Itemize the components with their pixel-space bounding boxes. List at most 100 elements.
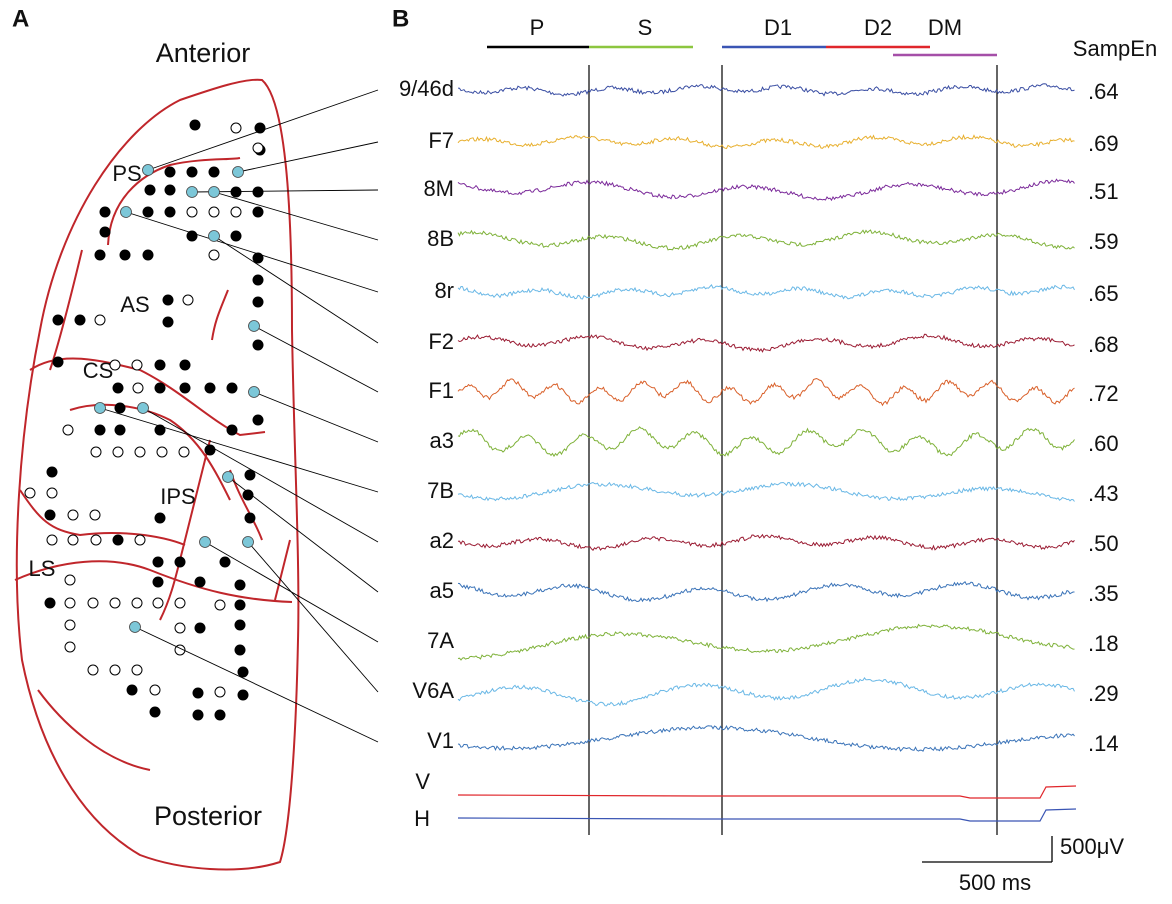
electrode-dot: [112, 534, 124, 546]
electrode-dot: [237, 666, 249, 678]
electrode-dot: [234, 619, 246, 631]
sampen-value: .60: [1088, 431, 1119, 456]
electrode-dot: [109, 597, 121, 609]
connector-line: [125, 211, 379, 293]
channel-label: a5: [430, 578, 454, 603]
electrode-dot: [94, 249, 106, 261]
electrode-dot: [179, 359, 191, 371]
electrode-dot: [208, 166, 220, 178]
electrode-dot: [144, 184, 156, 196]
sampen-value: .29: [1088, 681, 1119, 706]
connector-line: [142, 407, 379, 543]
lfp-trace: [457, 134, 1075, 150]
lfp-trace: [457, 677, 1075, 707]
electrode-dot: [152, 576, 164, 588]
sulci-lines: [14, 157, 293, 771]
electrode-dot: [192, 687, 204, 699]
connector-line: [213, 191, 379, 241]
electrode-dot: [230, 230, 242, 242]
lfp-trace: [457, 83, 1075, 97]
electrode-dot: [174, 597, 186, 609]
channel-label: 8M: [423, 176, 454, 201]
electrode-dot: [52, 314, 64, 326]
sampen-value: .50: [1088, 531, 1119, 556]
electrode-dot: [62, 424, 74, 436]
recording-site: [137, 402, 149, 414]
electrode-dot: [164, 206, 176, 218]
channel-label: a3: [430, 428, 454, 453]
sulcus-label: PS: [112, 161, 141, 186]
sulcus: [107, 157, 241, 246]
lfp-trace: [457, 284, 1075, 300]
sampen-value: .59: [1088, 229, 1119, 254]
electrode-dot: [252, 414, 264, 426]
electrode-dot: [226, 424, 238, 436]
channel-label: 9/46d: [399, 76, 454, 101]
electrode-dot: [52, 356, 64, 368]
electrode-dot: [244, 512, 256, 524]
channel-label: a2: [430, 528, 454, 553]
sulcus: [14, 560, 293, 603]
electrode-dot: [204, 444, 216, 456]
sulcus: [19, 489, 186, 546]
electrode-dot: [234, 579, 246, 591]
electrode-dot: [252, 274, 264, 286]
connector-line: [227, 476, 379, 593]
recording-site: [242, 536, 254, 548]
epoch-label: S: [638, 15, 653, 40]
electrode-dot: [134, 534, 146, 546]
electrode-dot: [194, 576, 206, 588]
eye-trace: [457, 785, 1077, 799]
electrode-dot: [131, 664, 143, 676]
electrode-dot: [119, 249, 131, 261]
electrode-dot: [89, 509, 101, 521]
sampen-value: .35: [1088, 581, 1119, 606]
connector-line: [134, 626, 379, 743]
recording-site: [248, 320, 260, 332]
sampen-value: .64: [1088, 79, 1119, 104]
electrode-dot: [254, 122, 266, 134]
electrode-dot: [64, 597, 76, 609]
electrode-dot: [24, 487, 36, 499]
recording-site: [142, 164, 154, 176]
electrode-dot: [219, 556, 231, 568]
epoch-label: DM: [928, 15, 962, 40]
connector-line: [213, 235, 379, 344]
lfp-trace: [457, 178, 1075, 202]
recording-site: [120, 206, 132, 218]
electrode-dot: [194, 622, 206, 634]
electrode-dot: [252, 186, 264, 198]
electrode-dot: [156, 446, 168, 458]
lfp-trace: [457, 533, 1075, 551]
electrode-dot: [252, 296, 264, 308]
recording-site: [232, 166, 244, 178]
sulcus-label: AS: [120, 292, 149, 317]
electrode-dot: [204, 382, 216, 394]
electrode-dot: [67, 509, 79, 521]
electrode-dot: [142, 249, 154, 261]
electrode-dot: [109, 664, 121, 676]
sampen-value: .65: [1088, 281, 1119, 306]
electrode-dot: [152, 597, 164, 609]
electrode-dot: [164, 166, 176, 178]
epoch-label: D1: [764, 15, 792, 40]
eye-label: V: [415, 769, 430, 794]
electrode-dot: [186, 206, 198, 218]
electrode-dot: [149, 706, 161, 718]
lfp-trace: [457, 426, 1075, 458]
sulcus: [274, 539, 291, 601]
sampen-value: .51: [1088, 179, 1119, 204]
electrode-dot: [214, 599, 226, 611]
electrode-dot: [178, 446, 190, 458]
electrode-dot: [64, 619, 76, 631]
electrode-dot: [186, 230, 198, 242]
electrode-dot: [112, 446, 124, 458]
electrode-dot: [234, 599, 246, 611]
sampen-value: .14: [1088, 731, 1119, 756]
sulcus-label: IPS: [160, 484, 195, 509]
orientation-label: Posterior: [154, 801, 262, 831]
electrode-dot: [234, 644, 246, 656]
electrode-dot: [90, 446, 102, 458]
electrode-dot: [252, 339, 264, 351]
